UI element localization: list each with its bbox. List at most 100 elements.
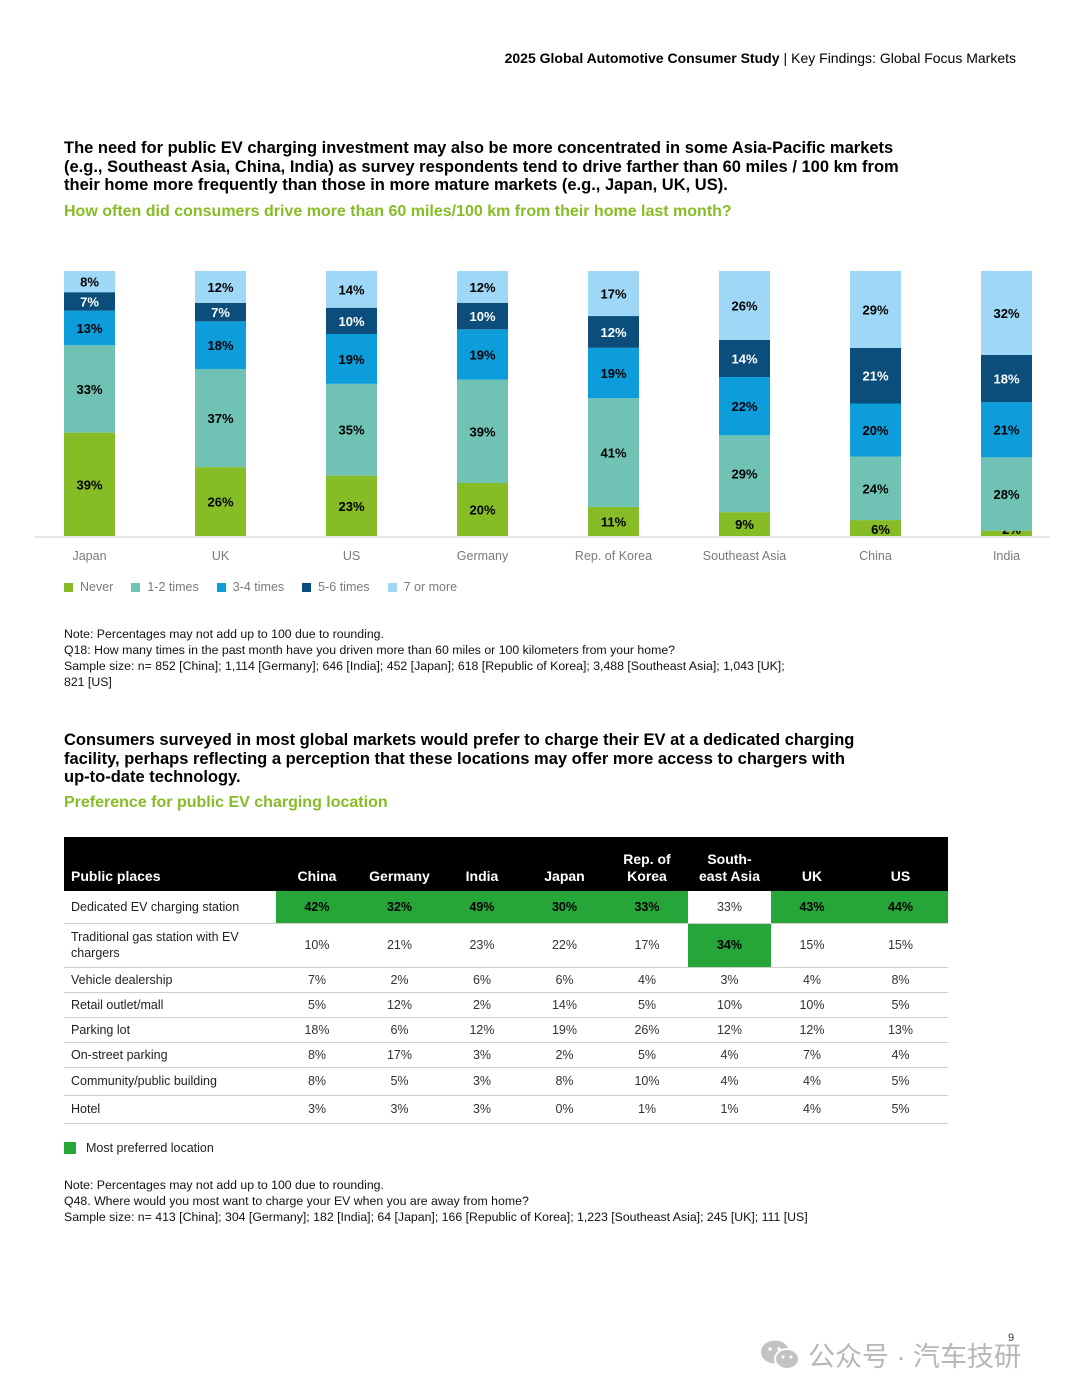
- data-label: 24%: [862, 481, 888, 496]
- data-label: 18%: [207, 338, 233, 353]
- table-cell: 34%: [688, 923, 771, 968]
- data-label: 7%: [80, 294, 99, 309]
- data-label: 10%: [469, 309, 495, 324]
- bar-segment: [588, 398, 639, 507]
- chart-legend: Never 1-2 times 3-4 times 5-6 times 7 or mor…: [64, 580, 457, 594]
- row-label: Traditional gas station with EV chargers: [64, 923, 276, 968]
- table-cell: 15%: [771, 923, 853, 968]
- table-row: Retail outlet/mall 5% 12% 2% 14% 5% 10% 10% 5%: [64, 992, 948, 1018]
- page-number: 9: [1008, 1332, 1015, 1344]
- legend-label: Never: [80, 580, 114, 594]
- data-label: 33%: [76, 382, 102, 397]
- column-header-market: US: [853, 837, 948, 891]
- table-cell: 33%: [688, 891, 771, 924]
- table-cell: 42%: [276, 891, 358, 924]
- legend-label: 5-6 times: [318, 580, 370, 594]
- table-legend: Most preferred location: [64, 1141, 214, 1155]
- legend-swatch: [302, 582, 312, 592]
- bar-segment: [326, 333, 377, 384]
- data-label: 8%: [80, 275, 99, 290]
- row-label: Hotel: [64, 1095, 276, 1124]
- legend-label: 3-4 times: [232, 580, 285, 594]
- data-label: 9%: [735, 517, 754, 532]
- table-cell: 4%: [771, 967, 853, 993]
- bar-segment: [457, 483, 508, 536]
- row-label: Retail outlet/mall: [64, 992, 276, 1018]
- bar-segment: [457, 379, 508, 483]
- data-label: 14%: [731, 351, 757, 366]
- table-cell: 13%: [853, 1017, 948, 1043]
- data-label: 39%: [469, 424, 495, 439]
- table-cell: 14%: [523, 992, 606, 1018]
- data-label: 6%: [871, 522, 890, 537]
- table-cell: 5%: [606, 992, 688, 1018]
- bar-segment: [326, 475, 377, 536]
- table-row: Parking lot 18% 6% 12% 19% 26% 12% 12% 13%: [64, 1017, 948, 1043]
- bar-segment: [719, 512, 770, 536]
- chart-subheading: How often did consumers drive more than …: [64, 203, 732, 220]
- table-cell: 3%: [441, 1042, 523, 1068]
- table-row: Hotel 3% 3% 3% 0% 1% 1% 4% 5%: [64, 1095, 948, 1124]
- data-label: 13%: [76, 321, 102, 336]
- bar-segment: [588, 271, 639, 317]
- bar-segment: [981, 457, 1032, 531]
- bar-segment: [195, 369, 246, 468]
- bar-segment: [64, 345, 115, 433]
- data-label: 26%: [207, 495, 233, 510]
- data-label: 18%: [993, 372, 1019, 387]
- legend-item: 3-4 times: [216, 580, 285, 594]
- table-notes: Note: Percentages may not add up to 100 …: [64, 1177, 808, 1225]
- table-cell: 12%: [358, 992, 441, 1018]
- table-cell: 1%: [688, 1095, 771, 1124]
- column-header-places: Public places: [64, 837, 276, 891]
- note-line: Sample size: n= 413 [China]; 304 [German…: [64, 1210, 808, 1224]
- wechat-icon: [761, 1340, 800, 1370]
- bar-segment: [719, 377, 770, 436]
- data-label: 20%: [862, 423, 888, 438]
- table-cell: 5%: [853, 1095, 948, 1124]
- bar-segment: [850, 456, 901, 521]
- table-row: Vehicle dealership 7% 2% 6% 6% 4% 3% 4% 8%: [64, 967, 948, 993]
- heading-line: facility, perhaps reflecting a perceptio…: [64, 749, 845, 768]
- table-subheading: Preference for public EV charging locati…: [64, 794, 388, 811]
- header-separator: |: [783, 50, 788, 66]
- table-cell: 17%: [358, 1042, 441, 1068]
- data-label: 20%: [469, 503, 495, 518]
- note-line: Note: Percentages may not add up to 100 …: [64, 1178, 384, 1192]
- section1-heading: The need for public EV charging investme…: [64, 139, 899, 195]
- bar-segment: [981, 354, 1032, 403]
- table-cell: 0%: [523, 1095, 606, 1124]
- bar-segment: [457, 302, 508, 330]
- table-cell: 2%: [358, 967, 441, 993]
- data-label: 29%: [862, 302, 888, 317]
- data-label: 37%: [207, 411, 233, 426]
- table-cell: 18%: [276, 1017, 358, 1043]
- data-label: 12%: [600, 325, 626, 340]
- table-cell: 3%: [441, 1095, 523, 1124]
- table-cell: 6%: [441, 967, 523, 993]
- table-cell: 10%: [771, 992, 853, 1018]
- category-label: China: [859, 549, 892, 563]
- table-cell: 10%: [606, 1067, 688, 1096]
- note-line: Sample size: n= 852 [China]; 1,114 [Germ…: [64, 659, 785, 673]
- report-section: Key Findings: Global Focus Markets: [791, 50, 1016, 66]
- table-cell: 5%: [606, 1042, 688, 1068]
- data-label: 14%: [338, 282, 364, 297]
- legend-swatch: [64, 582, 73, 592]
- bar-segment: [64, 432, 115, 536]
- section2-heading: Consumers surveyed in most global market…: [64, 731, 854, 787]
- column-header-market: South-east Asia: [688, 837, 771, 891]
- watermark-text: 公众号 · 汽车技研: [808, 1342, 1021, 1372]
- column-header-market: China: [276, 837, 358, 891]
- data-label: 32%: [993, 306, 1019, 321]
- bar-segment: [850, 403, 901, 457]
- bar-segment: [195, 467, 246, 536]
- table-cell: 5%: [358, 1067, 441, 1096]
- note-line: Note: Percentages may not add up to 100 …: [64, 627, 384, 641]
- table-legend-label: Most preferred location: [86, 1141, 214, 1155]
- bar-segment: [64, 271, 115, 293]
- legend-item: Never: [64, 580, 113, 594]
- table-cell: 4%: [688, 1067, 771, 1096]
- column-header-market: Japan: [523, 837, 606, 891]
- table-cell: 7%: [771, 1042, 853, 1068]
